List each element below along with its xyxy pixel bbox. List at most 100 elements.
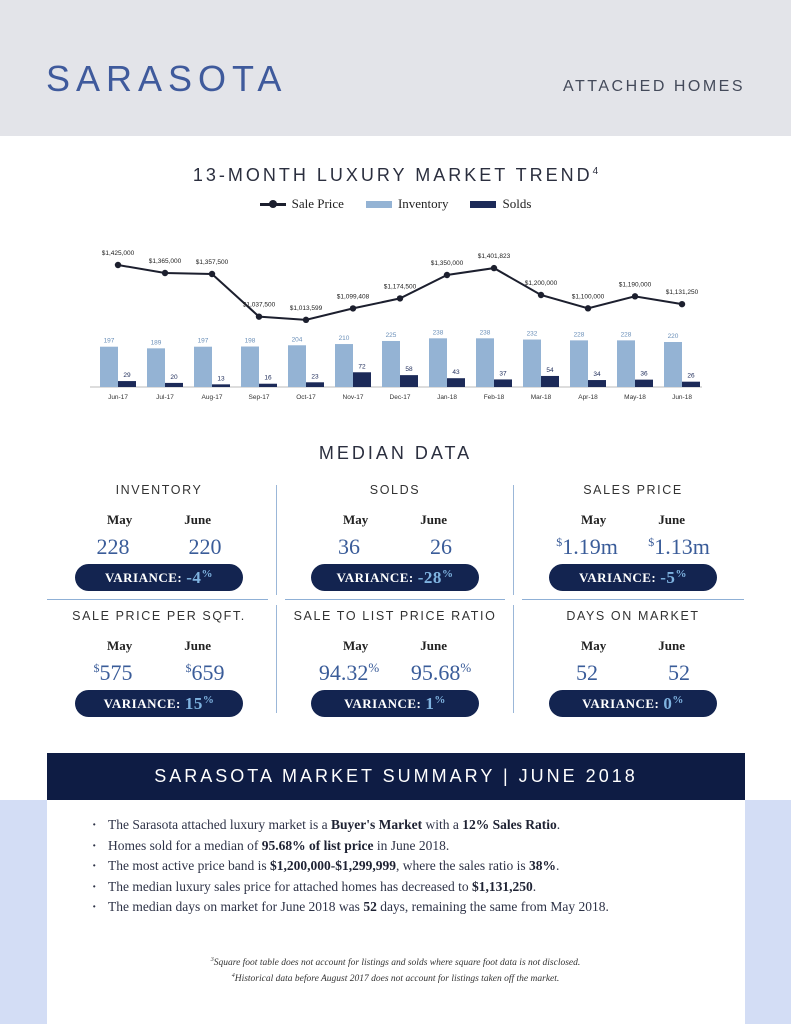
solds-data-label: 23 (311, 373, 319, 380)
variance-unit: % (675, 567, 687, 580)
inventory-bar (617, 340, 635, 387)
legend-sale-price: Sale Price (259, 196, 344, 212)
month-label: May (106, 512, 133, 527)
solds-data-label: 72 (358, 363, 366, 370)
inventory-data-label: 210 (339, 335, 350, 342)
metric-value-may: 94.32% (316, 660, 382, 686)
solds-bar (165, 382, 183, 387)
month-label: May (342, 638, 369, 653)
footnote-3-number: 3 (210, 957, 214, 963)
month-label: June (420, 638, 447, 653)
sale-price-data-label: $1,401,823 (478, 253, 511, 260)
sale-price-data-label: $1,425,000 (102, 250, 135, 257)
solds-data-label: 26 (687, 373, 695, 380)
variance-value: -5% (660, 568, 687, 588)
sale-price-point (443, 271, 451, 279)
sale-price-point (584, 305, 592, 312)
variance-value: -28% (418, 568, 454, 588)
inventory-bar (194, 346, 212, 387)
solds-bar (682, 381, 700, 387)
solds-bar (494, 379, 512, 387)
value-number: 95.68 (410, 660, 461, 685)
value-number: 26 (430, 534, 452, 559)
sale-price-point (349, 305, 357, 312)
summary-title: SARASOTA MARKET SUMMARY | JUNE 2018 (47, 753, 745, 800)
value-number: 1.19m (562, 534, 618, 559)
value-number: 220 (188, 534, 222, 559)
metric-title: INVENTORY (115, 483, 203, 497)
sale-price-data-label: $1,357,500 (196, 259, 229, 266)
inventory-data-label: 228 (574, 331, 585, 338)
divider-vertical (513, 605, 514, 713)
summary-highlight: 12% Sales Ratio (462, 817, 557, 832)
x-tick-label: Sep-17 (249, 394, 270, 401)
divider-vertical (276, 485, 277, 595)
sale-price-data-label: $1,100,000 (572, 293, 605, 300)
inventory-data-label: 198 (245, 338, 256, 345)
inventory-bar (147, 348, 165, 387)
inventory-bar (523, 339, 541, 387)
x-tick-label: Oct-17 (296, 394, 316, 401)
summary-text: days, remaining the same from May 2018. (376, 899, 609, 914)
variance-number: -28 (417, 567, 442, 587)
inventory-data-label: 232 (527, 331, 538, 338)
inventory-data-label: 204 (292, 336, 303, 343)
summary-highlight: 95.68% of list price (261, 837, 374, 853)
summary-text: The most active price band is (108, 858, 270, 873)
variance-unit: % (201, 567, 213, 580)
sale-price-point (490, 264, 498, 272)
value-number: 52 (668, 660, 690, 685)
value-number: 575 (99, 660, 133, 685)
summary-text: . (556, 858, 560, 873)
inventory-bar (429, 338, 447, 387)
month-label: May (580, 512, 607, 527)
sale-price-data-label: $1,037,500 (243, 302, 276, 309)
divider-horizontal (522, 599, 744, 600)
metric-months: May June (280, 512, 510, 528)
value-suffix: % (368, 660, 380, 675)
month-label: June (658, 512, 685, 527)
metric-card: SALES PRICE May June $1.19m $1.13m VARIANCE: -… (518, 483, 748, 591)
metric-card: SALE PRICE PER SQFT. May June $575 $659 VARIA… (44, 609, 274, 717)
solds-data-label: 36 (640, 371, 648, 378)
sale-price-data-label: $1,365,000 (149, 258, 182, 265)
metric-values: 228 220 (44, 534, 274, 560)
solds-bar (541, 375, 559, 387)
legend-solds: Solds (470, 196, 531, 212)
trend-title-text: 13-MONTH LUXURY MARKET TREND (192, 165, 593, 185)
solds-bar (447, 378, 465, 387)
variance-label: VARIANCE: (103, 695, 181, 711)
value-number: 94.32 (318, 660, 369, 685)
x-tick-label: May-18 (624, 394, 646, 401)
summary-text: with a (422, 817, 463, 832)
inventory-data-label: 197 (198, 338, 209, 345)
metric-value-june: $659 (172, 660, 238, 686)
inventory-data-label: 197 (104, 338, 115, 345)
variance-label: VARIANCE: (582, 695, 660, 711)
footnote-4-text: Historical data before August 2017 does … (234, 974, 560, 985)
divider-vertical (276, 605, 277, 713)
variance-label: VARIANCE: (105, 569, 183, 585)
metric-title: SOLDS (369, 483, 421, 497)
inventory-bar (335, 344, 353, 387)
variance-number: 1 (425, 693, 435, 713)
divider-vertical (513, 485, 514, 595)
legend-sale-price-label: Sale Price (291, 196, 344, 211)
sale-price-point (161, 269, 169, 277)
variance-value: 1% (425, 694, 446, 714)
metric-title: SALE TO LIST PRICE RATIO (293, 609, 497, 623)
solds-bar (212, 384, 230, 387)
variance-number: -5 (660, 567, 676, 587)
summary-item: Homes sold for a median of 95.68% of lis… (92, 836, 732, 857)
sale-price-data-label: $1,131,250 (666, 289, 699, 296)
summary-text: The median days on market for June 2018 … (108, 899, 364, 914)
solds-data-label: 13 (217, 375, 225, 382)
legend-inventory-label: Inventory (397, 196, 449, 211)
metric-value-may: $1.19m (554, 534, 620, 560)
variance-unit: % (441, 567, 454, 580)
metric-value-june: 52 (646, 660, 712, 686)
solds-data-label: 20 (170, 374, 178, 381)
inventory-bar (570, 340, 588, 387)
sale-price-data-label: $1,350,000 (431, 260, 464, 267)
solds-data-label: 29 (123, 372, 131, 379)
